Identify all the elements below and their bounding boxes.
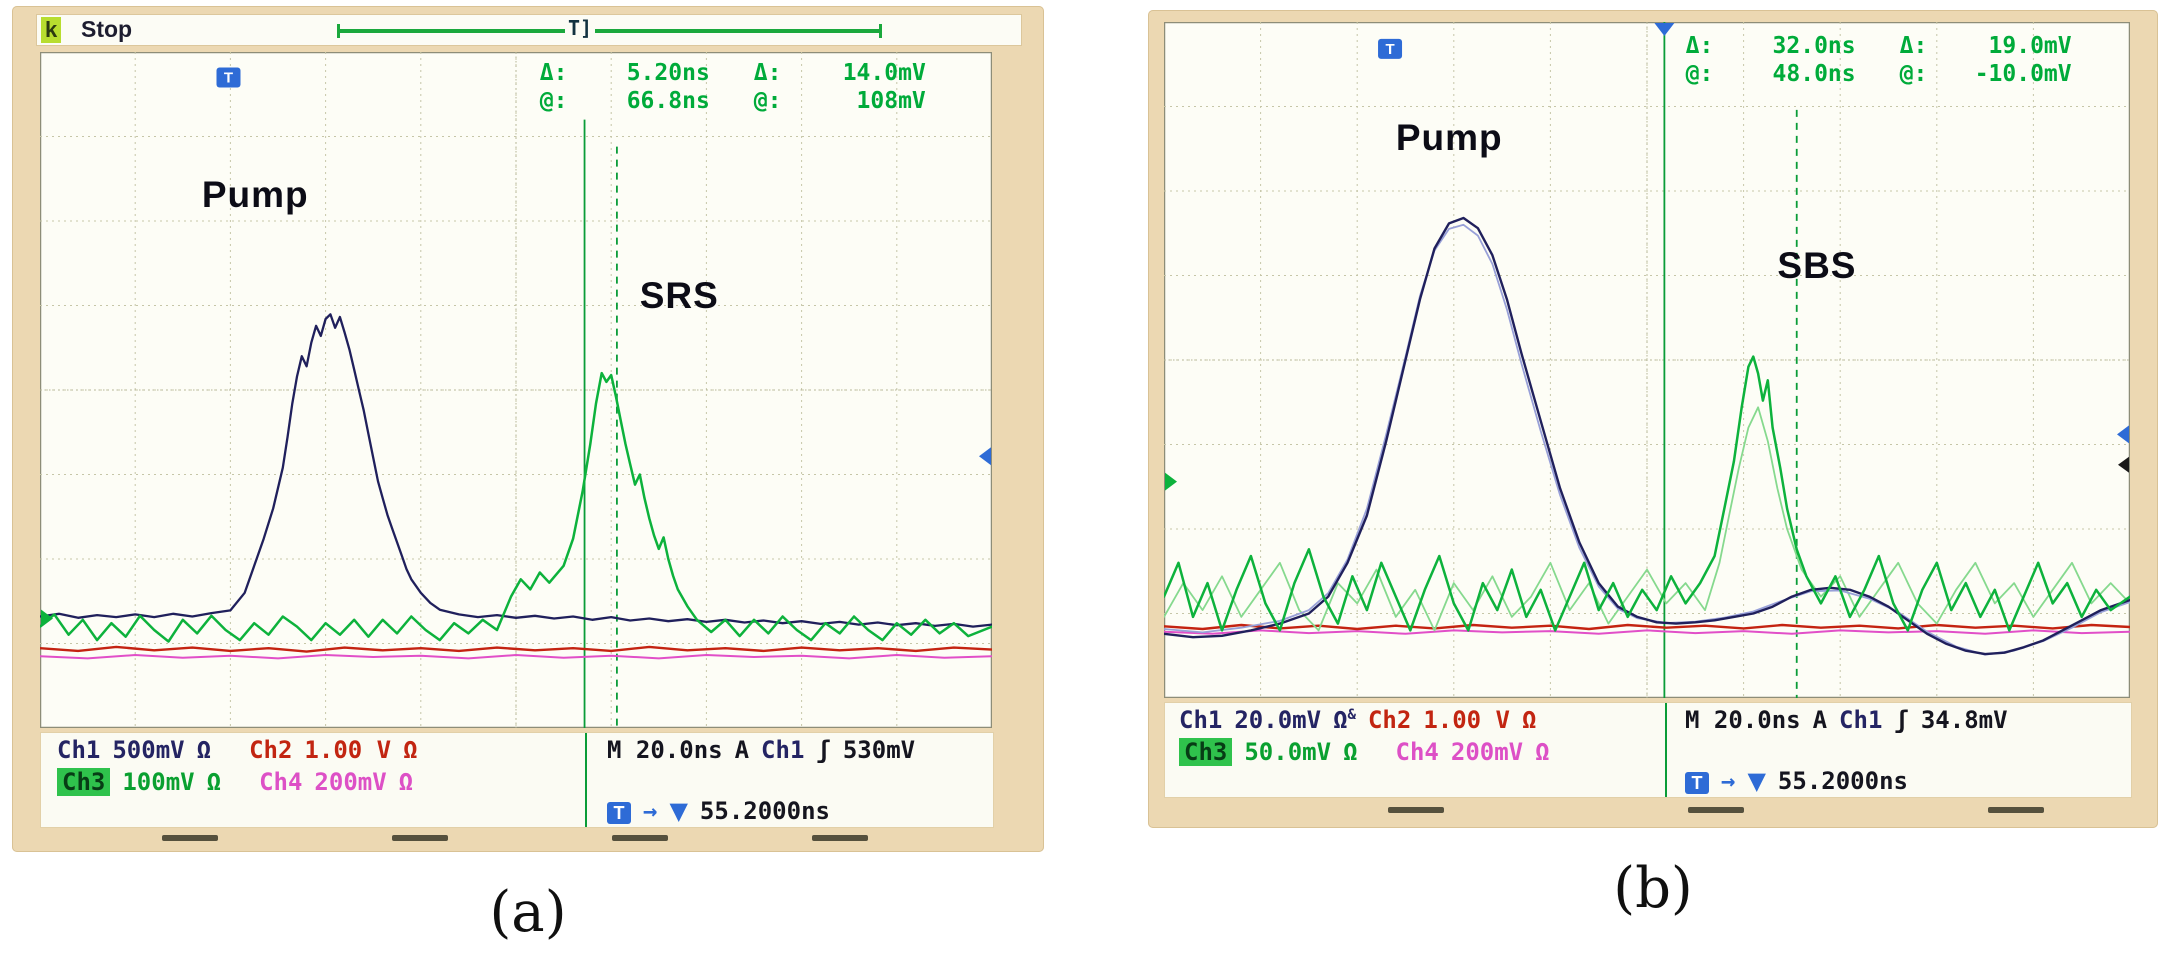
ch2-label: Ch2 (249, 736, 293, 764)
ch3-scale: 50.0mV (1244, 738, 1332, 766)
triangle-marker-icon: ▼ (1747, 767, 1766, 795)
ch1-label: Ch1 (57, 736, 101, 764)
ch1-scale: 500mV (112, 736, 185, 764)
acquisition-window-bar: T] (337, 16, 882, 40)
delta-time-label: Δ: (1685, 33, 1714, 60)
scope-a-bezel-strip (12, 830, 1044, 846)
bezel-dash (392, 835, 448, 841)
trigger-slope-icon: ʃ (816, 736, 831, 764)
at-time-label: @: (1685, 61, 1714, 88)
ch4-label: Ch4 (1395, 738, 1439, 766)
ch4-label: Ch4 (259, 768, 303, 796)
ch2-coupling: Ω (403, 736, 418, 764)
sbs-trace-label: SBS (1777, 245, 1857, 287)
arrow-icon: → (643, 797, 658, 825)
delta-time-value: 32.0ns (1772, 33, 1856, 60)
delta-time-value: 5.20ns (626, 59, 710, 86)
timebase-value: M 20.0ns (1685, 706, 1801, 734)
cursor-line-extension (585, 733, 587, 827)
ch4-coupling: Ω (398, 768, 414, 796)
ch3-coupling: Ω (1343, 738, 1358, 766)
ch2-scale: 1.00 V (304, 736, 392, 764)
pump-trace-label: Pump (201, 173, 309, 215)
cursor-readout: Δ: 5.20ns Δ: 14.0mV @: 66.8ns @: 108mV (540, 59, 926, 115)
scope-b-bezel-strip (1148, 802, 2158, 818)
ch3-label-selected: Ch3 (1179, 738, 1233, 766)
ch3-scale: 100mV (122, 768, 195, 796)
at-volt-value: 108mV (856, 87, 926, 114)
bezel-dash (812, 835, 868, 841)
trigger-time-icon: T (607, 802, 631, 824)
caption-a: (a) (489, 880, 567, 945)
trigger-level: 530mV (842, 736, 916, 764)
run-state-label: Stop (81, 16, 133, 42)
bezel-dash (1688, 807, 1744, 813)
trigger-slope-icon: ʃ (1894, 706, 1909, 734)
delta-time-label: Δ: (539, 59, 568, 86)
oscilloscope-panel-b: T Δ: 32.0ns Δ: 19.0mV @: 48.0ns @: -10.0mV Pum… (1148, 10, 2158, 828)
caption-b: (b) (1613, 856, 1693, 921)
scope-a-waveform-plot: T (40, 52, 992, 728)
bezel-dash (1988, 807, 2044, 813)
svg-text:T: T (1385, 41, 1394, 58)
at-volt-value: -10.0mV (1974, 61, 2072, 88)
ch3-coupling: Ω (206, 768, 222, 796)
trigger-position-marker: T] (565, 16, 596, 40)
ch1-label: Ch1 (1179, 706, 1223, 734)
trigger-source: Ch1 (1839, 706, 1883, 734)
bezel-dash (612, 835, 668, 841)
ch2-coupling: Ω (1522, 706, 1537, 734)
at-time-value: 48.0ns (1772, 61, 1856, 88)
bezel-dash (162, 835, 218, 841)
ch4-scale: 200mV (1450, 738, 1524, 766)
triangle-marker-icon: ▼ (669, 797, 688, 825)
scope-a-top-bar: k Stop T] (36, 14, 1022, 46)
ch4-coupling: Ω (1535, 738, 1550, 766)
pump-trace-label: Pump (1395, 116, 1503, 158)
scope-a-screen: T Δ: 5.20ns Δ: 14.0mV @: 66.8ns @: 108mV Pump … (40, 52, 992, 728)
ch1-bw-mark: & (1347, 707, 1356, 723)
bezel-dash (1388, 807, 1444, 813)
ch1-coupling: Ω (1333, 706, 1348, 734)
brand-logo-partial: k (41, 17, 62, 43)
trigger-level: 34.8mV (1920, 706, 2008, 734)
svg-text:T: T (224, 70, 233, 87)
cursor-line-extension (1665, 703, 1667, 797)
at-volt-label: @: (1899, 61, 1928, 88)
delta-volt-value: 19.0mV (1988, 33, 2072, 60)
srs-trace-label: SRS (639, 275, 719, 317)
at-time-value: 66.8ns (626, 87, 710, 114)
oscilloscope-panel-a: k Stop T] T Δ: 5.20ns Δ: 14.0mV @: 66.8ns @: 1… (12, 6, 1044, 852)
trigger-position-value: 55.2000ns (1777, 767, 1908, 795)
scope-b-screen: T Δ: 32.0ns Δ: 19.0mV @: 48.0ns @: -10.0mV Pum… (1164, 22, 2130, 698)
acquire-mode: A (734, 736, 750, 764)
ch1-coupling: Ω (196, 736, 212, 764)
trigger-source: Ch1 (761, 736, 805, 764)
delta-volt-label: Δ: (1899, 33, 1928, 60)
ch4-scale: 200mV (314, 768, 387, 796)
cursor-readout: Δ: 32.0ns Δ: 19.0mV @: 48.0ns @: -10.0mV (1686, 32, 2072, 88)
ch2-label: Ch2 (1367, 706, 1412, 734)
delta-volt-value: 14.0mV (842, 59, 926, 86)
trigger-position-value: 55.2000ns (699, 797, 830, 825)
at-time-label: @: (539, 87, 568, 114)
arrow-icon: → (1721, 767, 1736, 795)
timebase-value: M 20.0ns (607, 736, 723, 764)
scope-b-waveform-plot: T (1164, 22, 2130, 698)
ch1-scale: 20.0mV (1234, 706, 1322, 734)
ch3-label-selected: Ch3 (57, 768, 111, 796)
trigger-time-icon: T (1685, 772, 1709, 794)
at-volt-label: @: (753, 87, 782, 114)
delta-volt-label: Δ: (753, 59, 782, 86)
acquire-mode: A (1812, 706, 1828, 734)
ch2-scale: 1.00 V (1423, 706, 1511, 734)
